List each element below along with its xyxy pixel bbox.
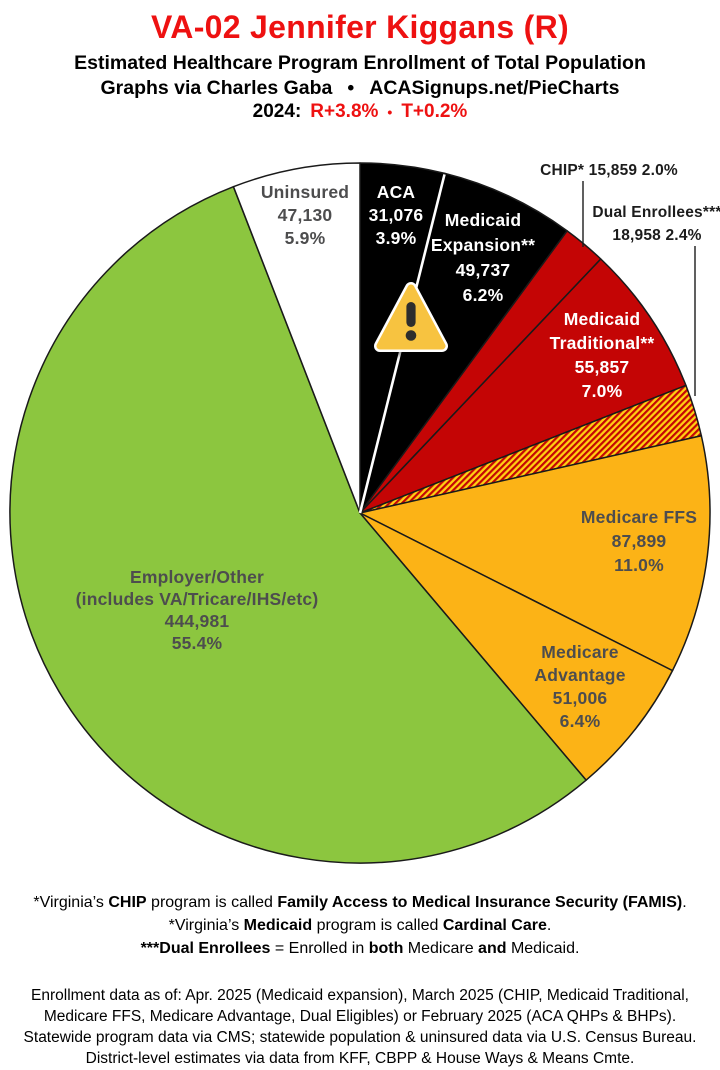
slice-label: 31,076 bbox=[369, 205, 424, 225]
partisan-year: 2024: bbox=[252, 101, 302, 122]
footnote-segment: . bbox=[546, 917, 552, 934]
footnote-segment: Medicare bbox=[403, 940, 479, 957]
footnote-segment: ***Dual Enrollees bbox=[140, 940, 271, 957]
slice-label: CHIP* 15,859 2.0% bbox=[540, 162, 678, 179]
slice-label: Medicare bbox=[541, 642, 619, 662]
slice-label: Traditional** bbox=[550, 333, 655, 353]
footnote-segment: *Virginia’s bbox=[33, 894, 109, 911]
footnote-segment: Medicaid bbox=[243, 917, 313, 934]
footnote-line: *Virginia’s Medicaid program is called C… bbox=[0, 914, 720, 937]
slice-label: 49,737 bbox=[456, 260, 511, 280]
credit-site: ACASignups.net/PieCharts bbox=[369, 77, 620, 99]
slice-label: 47,130 bbox=[278, 205, 333, 225]
slice-label: 87,899 bbox=[612, 531, 667, 551]
slice-label: 6.2% bbox=[463, 285, 504, 305]
slice-label: Uninsured bbox=[261, 182, 349, 202]
partisan-lean: R+3.8% bbox=[310, 101, 379, 122]
credit-line: Graphs via Charles Gaba • ACASignups.net… bbox=[0, 76, 720, 100]
pie-slice-medicare-advantage bbox=[359, 512, 674, 781]
slice-label: 51,006 bbox=[553, 688, 608, 708]
footnote-segment: program is called bbox=[312, 917, 443, 934]
source-line: Statewide program data via CMS; statewid… bbox=[23, 1029, 697, 1046]
credit-author: Graphs via Charles Gaba bbox=[100, 77, 333, 99]
pie-slice-medicare-ffs bbox=[359, 434, 711, 672]
partisan-line: 2024: R+3.8% • T+0.2% bbox=[0, 100, 720, 124]
slice-label: (includes VA/Tricare/IHS/etc) bbox=[76, 589, 319, 609]
partisan-bullet-icon: • bbox=[387, 104, 393, 120]
slice-label: 11.0% bbox=[614, 555, 664, 575]
slice-label: Expansion** bbox=[431, 235, 535, 255]
slice-label: 55,857 bbox=[575, 357, 630, 377]
slice-label: 7.0% bbox=[582, 381, 623, 401]
pie-slice-medicaid-traditional bbox=[359, 258, 687, 514]
slice-label: Medicaid bbox=[564, 309, 640, 329]
footnote-segment: Family Access to Medical Insurance Secur… bbox=[277, 894, 683, 911]
source-note: Enrollment data as of: Apr. 2025 (Medica… bbox=[0, 985, 720, 1069]
slice-label: ACA bbox=[377, 182, 416, 202]
source-line: District-level estimates via data from K… bbox=[85, 1050, 635, 1067]
footnote-line: ***Dual Enrollees = Enrolled in both Med… bbox=[0, 937, 720, 960]
slice-label: 18,958 2.4% bbox=[612, 227, 701, 244]
slice-label: 55.4% bbox=[172, 633, 223, 653]
slice-label: 5.9% bbox=[285, 228, 326, 248]
exclamation-bar bbox=[406, 302, 416, 327]
slice-label: Employer/Other bbox=[130, 567, 264, 587]
slice-label: Dual Enrollees*** bbox=[592, 204, 720, 221]
footnote-segment: = Enrolled in bbox=[270, 940, 369, 957]
warning-icon bbox=[374, 282, 448, 352]
footnote-segment: both bbox=[368, 940, 404, 957]
footnote-segment: Cardinal Care bbox=[442, 917, 547, 934]
partisan-trend: T+0.2% bbox=[401, 101, 468, 122]
pie-slice-medicaid-expansion bbox=[359, 172, 568, 514]
footnote-segment: and bbox=[478, 940, 507, 957]
slice-label: 444,981 bbox=[165, 611, 230, 631]
slice-label: Advantage bbox=[534, 665, 625, 685]
footnote-line: *Virginia’s CHIP program is called Famil… bbox=[0, 891, 720, 914]
source-line: Enrollment data as of: Apr. 2025 (Medica… bbox=[31, 987, 689, 1004]
slice-label: Medicare FFS bbox=[581, 507, 697, 527]
subtitle: Estimated Healthcare Program Enrollment … bbox=[74, 52, 646, 74]
pie-slice-uninsured bbox=[232, 162, 361, 514]
footnote-segment: *Virginia’s bbox=[168, 917, 244, 934]
footnote-segment: program is called bbox=[146, 894, 278, 911]
footnote-segment: Medicaid. bbox=[506, 940, 580, 957]
footnote-segment: CHIP bbox=[108, 894, 147, 911]
page-title: VA-02 Jennifer Kiggans (R) bbox=[151, 9, 569, 45]
slice-label: 6.4% bbox=[560, 711, 601, 731]
footnotes: *Virginia’s CHIP program is called Famil… bbox=[0, 891, 720, 960]
exclamation-dot bbox=[405, 330, 417, 341]
slice-label: 3.9% bbox=[376, 228, 417, 248]
footnote-segment: . bbox=[682, 894, 687, 911]
credit-bullet-icon: • bbox=[347, 77, 355, 99]
pie-slice-employer-other bbox=[9, 185, 587, 864]
pie-labels: ACA 31,076 3.9% Medicaid Expansion** 49,737 6.… bbox=[76, 162, 720, 731]
slice-label: Medicaid bbox=[445, 210, 521, 230]
source-line: Medicare FFS, Medicare Advantage, Dual E… bbox=[43, 1008, 677, 1025]
